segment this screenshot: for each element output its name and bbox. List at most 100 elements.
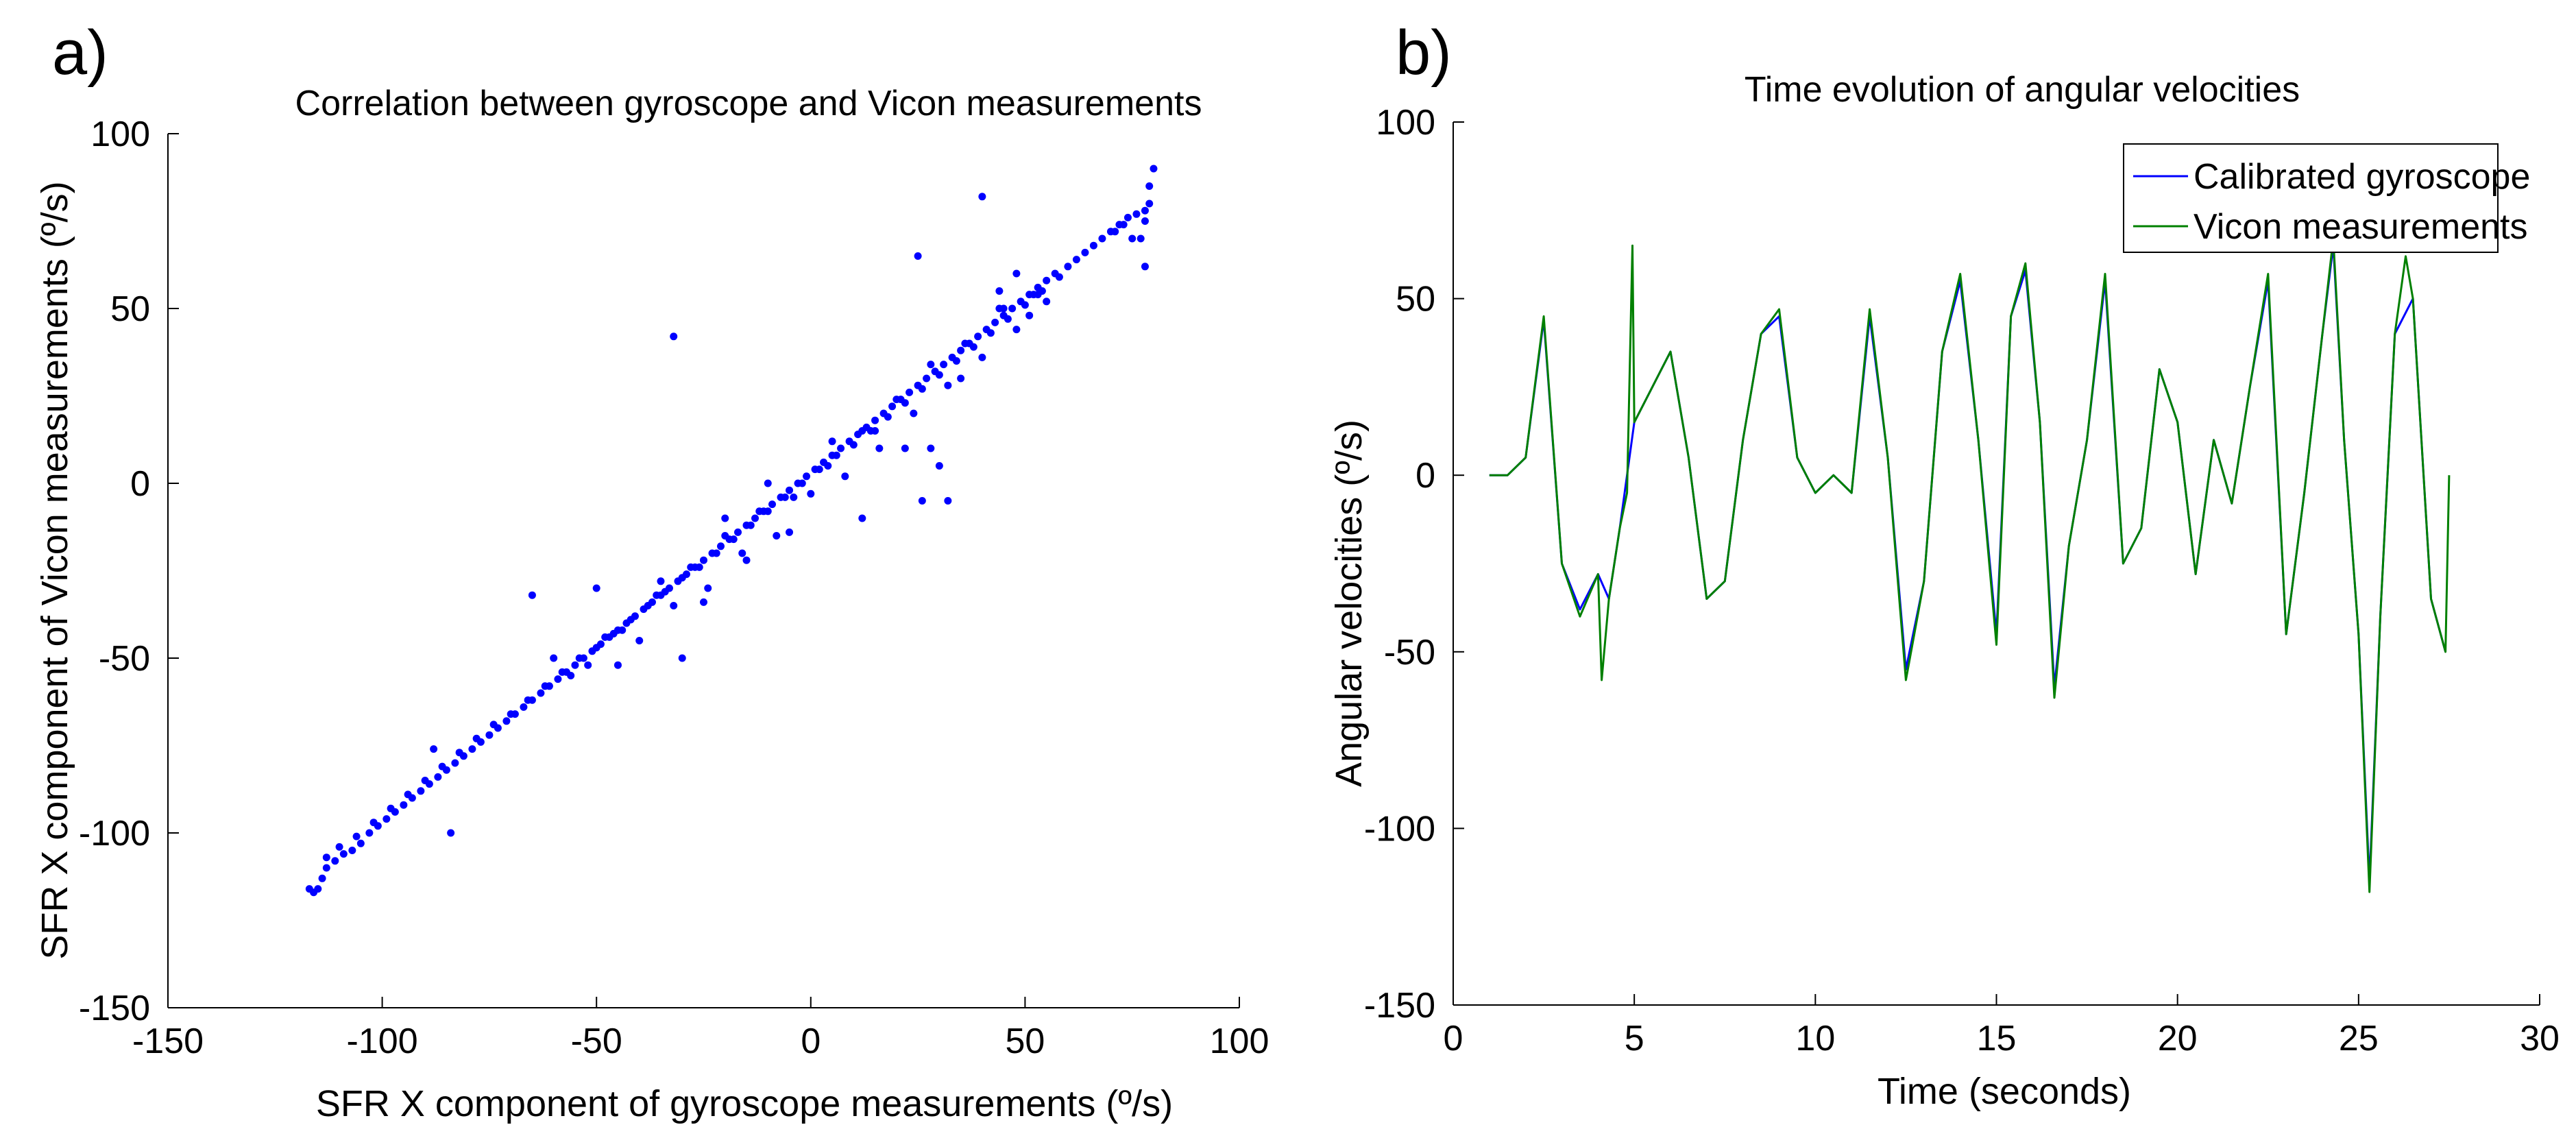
scatter-point xyxy=(849,441,858,449)
scatter-point xyxy=(991,318,999,326)
scatter-point xyxy=(1043,298,1051,306)
scatter-point xyxy=(712,549,720,557)
scatter-point xyxy=(657,577,665,585)
scatter-point xyxy=(892,396,901,404)
scatter-point xyxy=(1119,221,1128,229)
panel-a-xlabel: SFR X component of gyroscope measurement… xyxy=(316,1083,1173,1124)
scatter-point xyxy=(978,193,986,201)
panel-b-x-tick-label: 20 xyxy=(2158,1019,2198,1058)
scatter-point xyxy=(952,357,960,365)
scatter-point xyxy=(468,745,476,753)
scatter-point xyxy=(986,329,995,337)
scatter-point xyxy=(618,626,627,634)
scatter-point xyxy=(1132,210,1141,218)
scatter-point xyxy=(798,479,806,487)
scatter-point xyxy=(524,696,532,704)
scatter-point xyxy=(489,721,498,729)
scatter-point xyxy=(918,497,926,505)
scatter-point xyxy=(382,815,391,823)
scatter-point xyxy=(447,829,455,837)
scatter-point xyxy=(678,654,686,662)
panel-b-title: Time evolution of angular velocities xyxy=(1745,70,2300,110)
scatter-point xyxy=(901,399,909,407)
scatter-point xyxy=(1141,217,1149,225)
scatter-point xyxy=(644,602,652,609)
scatter-point xyxy=(828,437,836,446)
scatter-point xyxy=(914,252,922,260)
scatter-point xyxy=(1034,291,1042,299)
scatter-point xyxy=(1081,248,1089,256)
scatter-point xyxy=(961,339,969,348)
scatter-point xyxy=(592,584,600,592)
scatter-point xyxy=(803,472,811,481)
scatter-point xyxy=(999,304,1008,313)
panel-a-title: Correlation between gyroscope and Vicon … xyxy=(295,84,1202,123)
scatter-point xyxy=(670,602,678,609)
scatter-point xyxy=(910,409,918,417)
scatter-point xyxy=(451,759,459,767)
scatter-point xyxy=(978,353,986,361)
panel-a-y-tick-label: 50 xyxy=(110,289,150,329)
scatter-point xyxy=(613,661,622,669)
scatter-point xyxy=(729,535,738,544)
panel-b-y-tick-label: 50 xyxy=(1396,280,1435,319)
scatter-point xyxy=(670,332,678,341)
scatter-point xyxy=(700,556,707,564)
scatter-point xyxy=(871,416,879,424)
scatter-point xyxy=(601,633,609,641)
panel-a-y-tick-label: -150 xyxy=(79,989,150,1028)
scatter-point xyxy=(485,731,494,739)
panel-a: a) Correlation between gyroscope and Vic… xyxy=(34,18,1269,1124)
scatter-point xyxy=(1008,304,1017,313)
scatter-point xyxy=(1145,182,1154,190)
panel-b-label: b) xyxy=(1396,18,1452,88)
scatter-point xyxy=(430,745,438,753)
scatter-point xyxy=(1111,228,1119,236)
scatter-point xyxy=(944,497,952,505)
scatter-point xyxy=(695,563,703,571)
scatter-point xyxy=(974,332,982,341)
scatter-point xyxy=(507,710,515,718)
panel-a-x-tick-label: 50 xyxy=(1005,1021,1045,1061)
scatter-point xyxy=(387,804,395,812)
panel-b-y-tick-label: 0 xyxy=(1415,456,1435,496)
panel-a-plot-area xyxy=(305,165,1158,897)
panel-b-x-tick-label: 5 xyxy=(1625,1019,1644,1058)
scatter-point xyxy=(417,787,425,795)
scatter-point xyxy=(567,672,575,679)
panel-b-x-tick-label: 15 xyxy=(1977,1019,2017,1058)
scatter-point xyxy=(314,885,322,893)
scatter-point xyxy=(1004,315,1012,323)
scatter-point xyxy=(1072,256,1080,264)
scatter-point xyxy=(768,500,777,509)
scatter-point xyxy=(738,549,746,557)
panel-b-ticks: 0 5 10 15 20 25 30 -150 -100 -50 0 50 100 xyxy=(1364,103,2560,1058)
panel-a-y-tick-label: -50 xyxy=(99,639,150,679)
scatter-point xyxy=(1012,269,1021,278)
scatter-point xyxy=(1064,263,1072,271)
legend-box xyxy=(2123,143,2499,253)
scatter-point xyxy=(404,790,412,799)
scatter-point xyxy=(365,829,374,837)
scatter-point xyxy=(331,857,339,865)
scatter-point xyxy=(764,479,772,487)
scatter-point xyxy=(841,472,849,481)
scatter-point xyxy=(944,381,952,389)
scatter-point xyxy=(352,832,361,840)
scatter-point xyxy=(1128,234,1137,243)
panel-b-y-tick-label: 100 xyxy=(1376,103,1435,143)
panel-b-x-tick-label: 25 xyxy=(2339,1019,2379,1058)
panel-b-y-tick-label: -50 xyxy=(1384,633,1435,673)
scatter-point xyxy=(884,413,892,421)
scatter-point xyxy=(755,507,764,516)
panel-a-x-tick-label: -100 xyxy=(347,1021,418,1061)
scatter-point xyxy=(875,444,884,452)
panel-b-ylabel: Angular velocities (º/s) xyxy=(1328,420,1370,787)
scatter-point xyxy=(704,584,712,592)
scatter-point xyxy=(906,388,914,396)
scatter-point xyxy=(815,465,823,474)
scatter-point xyxy=(541,682,549,690)
scatter-point xyxy=(824,462,832,470)
scatter-point xyxy=(700,598,707,606)
